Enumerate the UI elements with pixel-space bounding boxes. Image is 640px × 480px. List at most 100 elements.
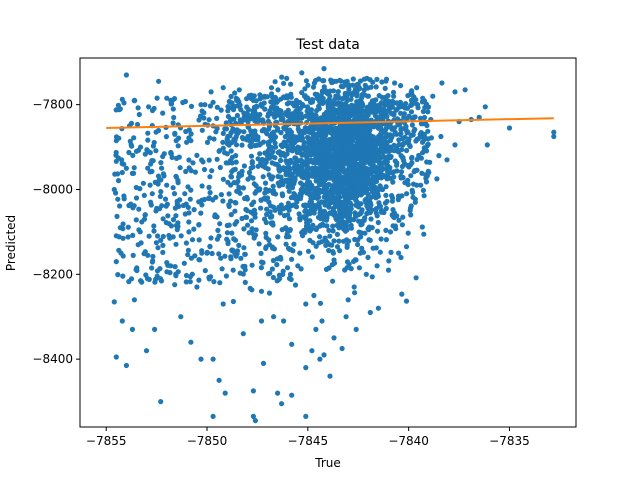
data-point [377,184,383,191]
data-point [149,265,155,271]
data-point [214,115,220,121]
data-point [236,184,242,190]
data-point [183,272,190,279]
data-point [368,207,374,214]
y-tick-label: −7800 [32,98,73,112]
data-point [384,108,390,114]
data-point [257,151,263,157]
data-point [176,154,182,160]
data-point [250,111,256,117]
data-point [341,138,347,144]
data-point [268,144,274,150]
data-point [330,223,336,229]
data-point [146,233,152,239]
data-point [119,96,125,102]
data-point [164,182,170,188]
data-point [405,162,411,169]
data-point [248,229,254,235]
data-point [365,254,371,260]
data-point [129,170,135,176]
data-point [285,245,292,251]
data-point [258,197,264,203]
data-point [325,98,331,104]
data-point [373,195,379,201]
data-point [396,250,402,256]
data-point [258,288,265,294]
data-point [171,114,177,121]
data-point [362,92,368,98]
data-point [331,260,338,266]
data-point [150,258,156,264]
data-point [384,176,390,182]
data-point [166,221,172,227]
data-point [133,267,139,273]
data-point [452,89,458,95]
x-tick-label: −7835 [489,434,530,448]
data-point [320,95,326,101]
data-point [268,220,274,226]
data-point [361,153,367,159]
data-point [367,309,373,316]
data-point [236,87,242,93]
data-point [401,111,407,117]
data-point [224,230,230,236]
data-point [422,104,428,111]
data-point [147,182,153,188]
data-point [317,160,323,166]
data-point [348,147,354,153]
data-point [317,168,323,174]
data-point [291,191,297,197]
data-point [201,196,207,203]
data-point [115,272,121,278]
data-point [379,143,385,149]
y-tick-label: −8400 [32,352,73,366]
data-point [164,260,170,266]
data-point [209,250,215,257]
data-point [330,88,337,94]
data-point [327,171,333,177]
data-point [286,137,292,143]
data-point [196,277,202,283]
data-point [329,242,335,248]
data-point [391,93,397,99]
data-point [344,206,350,212]
data-point [335,89,341,95]
data-point [439,80,445,86]
data-point [336,238,342,244]
data-point [152,179,158,185]
data-point [220,130,226,136]
data-point [337,112,343,118]
data-point [391,148,397,154]
data-point [196,237,202,243]
data-point [187,274,193,280]
data-point [319,199,325,205]
axes-frame [79,57,577,428]
data-point [174,227,180,233]
data-point [222,126,228,132]
data-point [113,259,119,265]
data-point [275,149,281,156]
data-point [247,139,254,145]
data-point [250,413,256,419]
data-point [300,175,306,181]
data-point [324,197,330,203]
data-point [377,203,383,209]
data-point [353,188,359,194]
data-point [188,103,195,109]
data-point [137,144,144,150]
data-point [309,191,315,197]
data-point [349,156,355,162]
data-point [249,160,255,166]
data-point [266,242,273,248]
data-point [173,271,179,277]
data-point [415,105,421,111]
data-point [373,206,379,212]
data-point [226,104,232,111]
data-point [305,82,311,88]
data-point [369,274,375,280]
data-point [310,84,317,90]
data-point [303,216,309,222]
data-point [419,224,425,230]
data-point [271,314,277,320]
data-point [399,147,405,153]
